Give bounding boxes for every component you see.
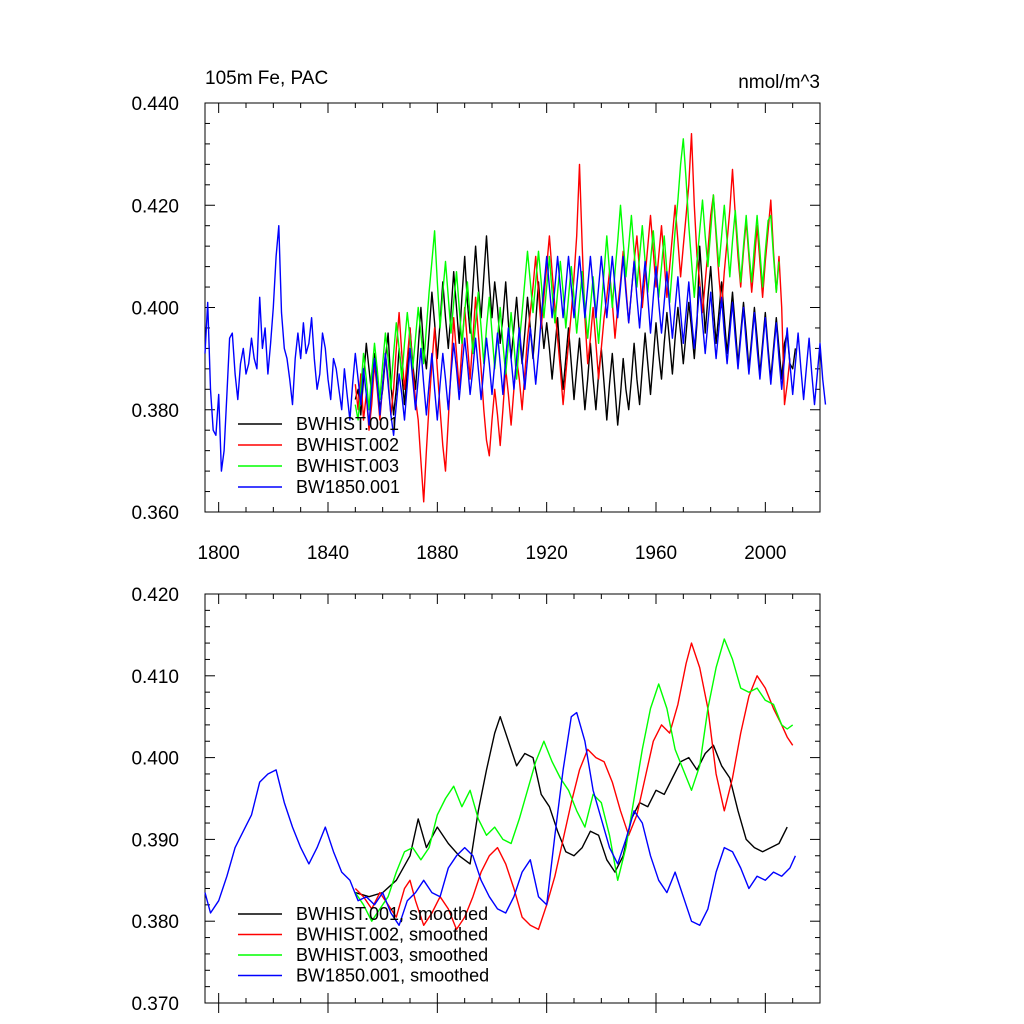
y-tick-label: 0.420 <box>131 585 179 606</box>
legend-label: BWHIST.001 <box>296 414 399 434</box>
series-line-3 <box>204 225 827 472</box>
bottom-panel-smoothed: 0.370 0.380 0.390 0.400 0.410 0.420 BWHIST.001… <box>131 585 821 1015</box>
x-tick-label: 1840 <box>307 543 349 564</box>
x-tick-label: 1920 <box>526 543 568 564</box>
series-line-1 <box>354 642 794 931</box>
series-line-2 <box>354 138 780 421</box>
series-line-0 <box>355 716 788 898</box>
legend-label: BWHIST.003 <box>296 456 399 476</box>
top-panel-raw: 1800 1840 1880 1920 1960 2000 0.360 0.380 0.400 0… <box>131 68 827 564</box>
x-tick-label: 1800 <box>198 543 240 564</box>
legend-label: BW1850.001, smoothed <box>296 966 489 986</box>
legend-label: BWHIST.002, smoothed <box>296 925 488 945</box>
legend-label: BWHIST.003, smoothed <box>296 945 488 965</box>
x-tick-label: 1960 <box>635 543 677 564</box>
y-tick-label: 0.380 <box>131 401 179 422</box>
y-tick-label: 0.360 <box>131 503 179 524</box>
legend-label: BWHIST.002 <box>296 435 399 455</box>
chart-title-left: 105m Fe, PAC <box>205 68 328 89</box>
legend-label: BW1850.001 <box>296 477 400 497</box>
y-tick-label: 0.440 <box>131 94 179 115</box>
legend-label: BWHIST.001, smoothed <box>296 904 488 924</box>
y-tick-label: 0.420 <box>131 196 179 217</box>
y-tick-label: 0.380 <box>131 912 179 933</box>
x-tick-label: 2000 <box>744 543 786 564</box>
chart-title-right: nmol/m^3 <box>738 72 820 93</box>
y-tick-label: 0.370 <box>131 994 179 1015</box>
series-line-3 <box>204 711 797 926</box>
y-tick-label: 0.410 <box>131 667 179 688</box>
series-line-0 <box>354 235 797 426</box>
series-line-2 <box>354 638 794 922</box>
x-tick-label: 1880 <box>416 543 458 564</box>
y-tick-label: 0.400 <box>131 749 179 770</box>
plot-frame <box>204 593 821 1004</box>
y-tick-label: 0.390 <box>131 830 179 851</box>
y-tick-label: 0.400 <box>131 299 179 320</box>
